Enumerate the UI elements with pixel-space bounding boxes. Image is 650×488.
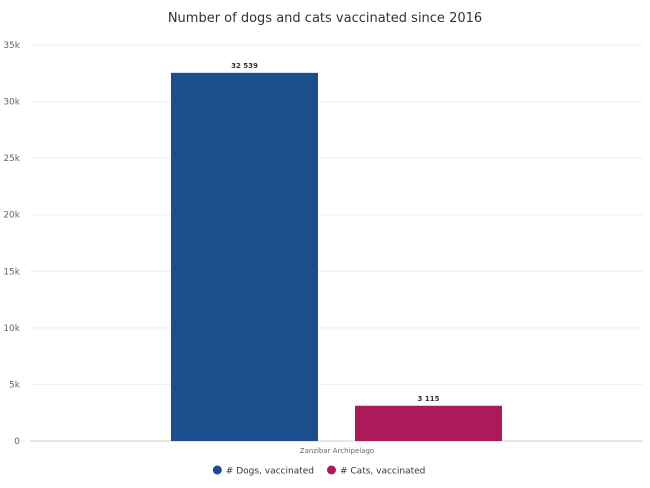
- y-tick-label: 30k: [3, 98, 20, 108]
- legend-marker-cats[interactable]: [327, 465, 336, 475]
- y-axis-ticks: 0 5k 10k 15k 20k 25k 30k 35k: [3, 41, 20, 447]
- y-tick-label: 5k: [9, 380, 21, 390]
- bars: [171, 72, 502, 442]
- x-tick-label-zanzibar: Zanzibar Archipelago: [300, 447, 374, 455]
- legend-label-dogs[interactable]: # Dogs, vaccinated: [226, 467, 314, 477]
- y-tick-label: 25k: [3, 154, 20, 164]
- y-tick-label: 10k: [3, 324, 20, 334]
- data-label-cats: 3 115: [418, 395, 440, 403]
- data-labels: 32 539 3 115: [231, 62, 439, 403]
- legend-label-cats[interactable]: # Cats, vaccinated: [340, 467, 425, 477]
- y-tick-label: 20k: [3, 211, 20, 221]
- gridlines: [30, 44, 643, 385]
- legend-marker-dogs[interactable]: [212, 465, 222, 475]
- legend: # Dogs, vaccinated # Cats, vaccinated: [212, 465, 425, 477]
- y-tick-label: 0: [14, 437, 20, 447]
- data-label-dogs: 32 539: [231, 62, 258, 70]
- bar-dogs[interactable]: [171, 72, 318, 442]
- y-tick-label: 35k: [3, 41, 20, 51]
- chart-title: Number of dogs and cats vaccinated since…: [168, 11, 482, 26]
- y-tick-label: 15k: [3, 267, 20, 277]
- bar-cats[interactable]: [355, 405, 502, 441]
